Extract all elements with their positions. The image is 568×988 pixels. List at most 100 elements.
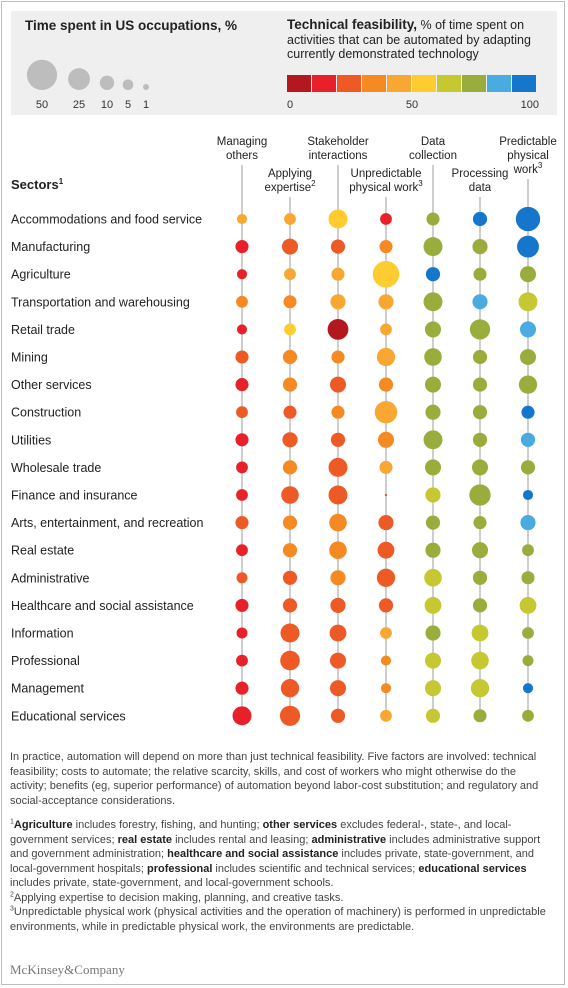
sector-row-label: Wholesale trade xyxy=(11,461,101,475)
column-header-label: others xyxy=(226,150,258,162)
color-scale-swatch xyxy=(487,75,511,92)
column-header-label: physical work3 xyxy=(349,179,423,194)
sector-bubble xyxy=(331,405,345,419)
footnote-1-term: professional xyxy=(146,862,213,875)
sector-bubble xyxy=(522,655,534,667)
sector-bubble xyxy=(517,235,539,258)
sector-bubble xyxy=(425,487,441,503)
sector-row-label: Transportation and warehousing xyxy=(11,295,190,309)
footnote-2: 2Applying expertise to decision making, … xyxy=(10,891,550,906)
color-legend-title-rest: % of time spent on activities that can b… xyxy=(287,18,531,61)
footnote-1-definition: includes rental and leasing; xyxy=(172,833,312,846)
column-header-label: interactions xyxy=(309,150,368,162)
sector-bubble xyxy=(236,654,248,667)
column-header-label: data xyxy=(469,182,492,194)
sector-bubble xyxy=(472,598,488,613)
sector-bubble xyxy=(425,267,441,282)
sector-bubble xyxy=(282,432,298,448)
sector-bubble xyxy=(471,624,489,642)
sector-bubble xyxy=(472,432,488,447)
column-header-label: Stakeholder xyxy=(307,136,369,148)
footnote-1-definition: includes forestry, fishing, and hunting; xyxy=(72,819,263,831)
color-scale-swatch xyxy=(387,75,411,92)
footnote-1-text: Agriculture includes forestry, fishing, … xyxy=(10,819,540,889)
column-header-label: Unpredictable xyxy=(351,168,422,180)
sector-bubble xyxy=(380,627,392,639)
sector-bubble xyxy=(520,515,536,531)
sector-bubble xyxy=(522,709,534,722)
sector-row-label: Administrative xyxy=(11,571,90,585)
sector-bubble xyxy=(331,350,345,364)
sector-bubble xyxy=(470,679,490,698)
sector-bubble xyxy=(472,405,488,420)
sector-bubble xyxy=(424,376,442,393)
footnote-1-definition: includes private, state-government, and … xyxy=(10,877,334,889)
column-header-label: collection xyxy=(409,150,457,162)
sector-bubble xyxy=(519,348,537,366)
sector-bubble xyxy=(520,460,536,475)
sector-bubble xyxy=(330,708,346,723)
sector-bubble xyxy=(377,541,395,559)
size-legend-bubble xyxy=(122,79,134,91)
sector-bubble xyxy=(282,543,298,558)
sector-bubble xyxy=(469,319,491,340)
sector-bubble xyxy=(283,405,297,419)
sector-bubble xyxy=(469,484,491,506)
sector-bubble xyxy=(327,319,349,340)
footnotes: 1Agriculture includes forestry, fishing,… xyxy=(10,818,550,934)
sector-bubble xyxy=(518,375,538,394)
footnote-1-definition: includes scientific and technical servic… xyxy=(212,862,419,875)
sector-row-label: Finance and insurance xyxy=(11,489,138,503)
column-header-label: Processing xyxy=(452,168,509,180)
color-scale-swatch xyxy=(362,75,386,92)
sector-row-label: Agriculture xyxy=(11,268,71,282)
color-legend-title-bold: Technical feasibility, xyxy=(287,17,418,32)
sector-bubble xyxy=(380,213,392,225)
column-header-label: Predictable xyxy=(499,136,557,148)
sector-bubble xyxy=(522,544,534,557)
sector-bubble xyxy=(328,457,348,477)
sector-bubble xyxy=(281,486,299,504)
footnote-3-marker: 3 xyxy=(10,905,14,913)
sector-row-label: Construction xyxy=(11,406,81,420)
size-legend-label: 25 xyxy=(73,99,85,111)
sector-bubble xyxy=(423,237,443,257)
column-header-sup: 3 xyxy=(418,179,423,188)
sector-bubble xyxy=(424,321,442,338)
footnote-3-text: Unpredictable physical work (physical ac… xyxy=(10,906,546,933)
sector-bubble xyxy=(519,321,537,338)
sector-bubble xyxy=(425,542,441,558)
sector-bubble xyxy=(424,569,442,587)
sector-bubble xyxy=(473,709,487,723)
sector-bubble xyxy=(330,597,346,613)
sector-row-label: Professional xyxy=(11,654,80,668)
sector-bubble xyxy=(236,406,248,419)
sector-bubble xyxy=(519,596,537,614)
size-legend-bubble xyxy=(143,84,149,90)
footnote-1-marker: 1 xyxy=(10,818,14,826)
sector-row-label: Manufacturing xyxy=(11,240,90,254)
sector-bubble xyxy=(522,489,534,501)
column-header-sup: 3 xyxy=(538,161,543,170)
column-header-sup: 2 xyxy=(311,179,316,188)
sector-bubble xyxy=(284,323,296,336)
sector-bubble xyxy=(281,238,299,255)
sector-bubble xyxy=(284,268,296,281)
sector-bubble xyxy=(236,213,248,225)
sector-bubble xyxy=(235,516,249,530)
sector-bubble xyxy=(515,206,541,232)
color-scale-swatch xyxy=(437,75,461,92)
sector-bubble xyxy=(236,544,248,557)
sector-row-label: Accommodations and food service xyxy=(11,213,202,227)
sector-row-label: Management xyxy=(11,682,84,696)
sector-bubble xyxy=(330,432,346,447)
sectors-heading: Sectors1 xyxy=(11,177,64,192)
color-scale-swatch xyxy=(312,75,336,92)
sector-bubble xyxy=(283,295,297,309)
sector-bubble xyxy=(423,430,443,450)
sector-bubble xyxy=(236,489,248,501)
sector-row-label: Healthcare and social assistance xyxy=(11,599,194,613)
sector-bubble xyxy=(380,655,392,666)
size-legend-label: 50 xyxy=(36,99,48,111)
